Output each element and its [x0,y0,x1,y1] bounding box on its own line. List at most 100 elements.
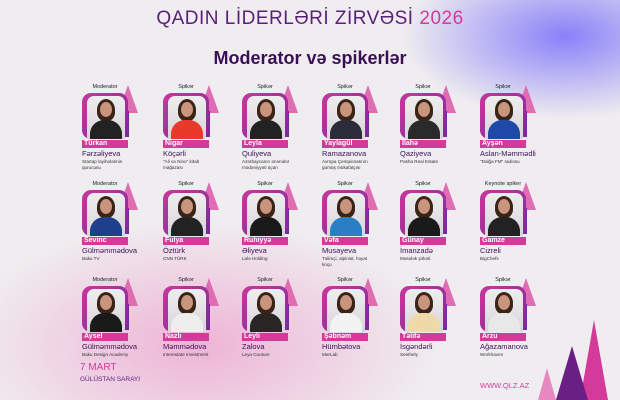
event-title-text: QADIN LİDERLƏRİ ZİRVƏSİ [156,8,414,29]
speaker-head [260,295,272,310]
speaker-clothing [408,313,440,332]
speaker-affiliation: Avropa Çempionatının gümüş mükafatçısı [322,159,368,170]
speaker-last-name: Ağazamanova [480,342,528,351]
speaker-first-name: Vəfa [322,237,368,245]
speaker-last-name: İsgəndərli [400,342,433,351]
speaker-card: Spikər Şəbnəm Hümbətova MerLab [322,277,396,376]
speaker-role: Spikər [178,277,194,283]
speaker-first-name: Fulya [163,237,209,245]
decorative-triangle [538,368,556,400]
speaker-head [418,102,430,117]
event-date: 7 MART [80,362,117,373]
speaker-role: Spikər [337,84,353,90]
speaker-role: Spikər [257,181,273,187]
speaker-role: Moderator [92,181,118,187]
speaker-photo [480,190,526,236]
speaker-card: Keynote spiker Gamze Cizreli BigChefs [480,181,554,280]
speaker-head [100,295,112,310]
speaker-first-name: Nazlı [163,333,209,341]
speaker-last-name: Quliyeva [242,149,272,158]
speaker-photo [163,93,209,139]
speaker-card: Spikər Arzu Ağazamanova Workhaven [480,277,554,376]
speaker-affiliation: Leya Couture [242,352,270,357]
speaker-last-name: Zalova [242,342,265,351]
speaker-last-name: Gülməmmədova [82,342,138,351]
speaker-last-name: Gülməmmədova [82,246,138,255]
speaker-head [100,199,112,214]
speaker-head [181,199,193,214]
speaker-affiliation: Seethely [400,352,418,357]
speaker-role: Spikər [257,277,273,283]
speaker-first-name: Günay [400,237,446,245]
speaker-head [418,295,430,310]
speaker-head [498,102,510,117]
speaker-clothing [488,217,520,236]
speaker-first-name: Təlifə [400,333,446,341]
speaker-photo [322,286,368,332]
speaker-first-name: Sevinc [82,237,128,245]
page-subtitle: Moderator və spikerlər [213,48,407,68]
event-title: QADIN LİDERLƏRİ ZİRVƏSİ 2026 [0,8,620,30]
speaker-first-name: Ayşən [480,140,526,148]
speaker-last-name: Cizreli [480,246,501,255]
speaker-photo [163,286,209,332]
speaker-photo [480,286,526,332]
speaker-card: Spikər Yaylagül Ramazanova Avropa Çempionat… [322,84,396,183]
speaker-role: Spikər [495,277,511,283]
event-venue: GÜLÜSTAN SARAYI [80,376,141,383]
photo-backdrop [327,96,365,139]
speaker-role: Spikər [415,277,431,283]
speaker-affiliation: Pasha Real Estate [400,159,439,164]
speaker-role: Spikər [415,181,431,187]
speaker-affiliation: CNN TÜRK [163,256,187,261]
photo-backdrop [327,289,365,332]
photo-backdrop [247,289,285,332]
speaker-clothing [488,120,520,139]
photo-backdrop [405,96,443,139]
photo-backdrop [87,289,125,332]
speaker-last-name: Məmmədova [163,342,207,351]
speaker-role: Spikər [415,84,431,90]
speaker-card: Spikər İlahə Qaziyeva Pasha Real Estate [400,84,474,183]
photo-backdrop [168,289,206,332]
speaker-last-name: Öztürk [163,246,186,255]
event-year: 2026 [419,8,464,29]
speaker-head [260,199,272,214]
speaker-clothing [250,120,282,139]
speaker-clothing [330,120,362,139]
speaker-last-name: Aslan-Məmmədli [480,149,536,158]
speaker-last-name: Köçərli [163,149,186,158]
speaker-photo [242,286,288,332]
speaker-clothing [171,120,203,139]
speaker-affiliation: Azərbaycanın ənənələr mədəniyyəti üçün [242,159,290,170]
photo-backdrop [327,193,365,236]
speaker-photo [480,93,526,139]
speaker-photo [400,93,446,139]
speaker-photo [400,190,446,236]
speaker-role: Spikər [178,181,194,187]
speaker-first-name: Şəbnəm [322,333,368,341]
speaker-photo [242,190,288,236]
speaker-last-name: Qaziyeva [400,149,432,158]
speaker-card: Spikər Günay İmanzadə Məsələk şirkəti [400,181,474,280]
speaker-clothing [330,313,362,332]
speaker-clothing [90,313,122,332]
speaker-first-name: Gamze [480,237,526,245]
speaker-role: Spikər [257,84,273,90]
website-link[interactable]: WWW.QLZ.AZ [480,381,530,390]
photo-backdrop [405,289,443,332]
photo-backdrop [405,193,443,236]
speaker-clothing [250,313,282,332]
speaker-last-name: Hümbətova [322,342,361,351]
speaker-first-name: Nigar [163,140,209,148]
speaker-clothing [488,313,520,332]
speaker-last-name: Ramazanova [322,149,367,158]
photo-backdrop [87,96,125,139]
speaker-head [340,102,352,117]
speaker-first-name: Aysel [82,333,128,341]
speaker-last-name: Fərzəliyeva [82,149,121,158]
photo-backdrop [168,96,206,139]
speaker-role: Spikər [337,181,353,187]
speaker-clothing [330,217,362,236]
speaker-role: Spikər [178,84,194,90]
